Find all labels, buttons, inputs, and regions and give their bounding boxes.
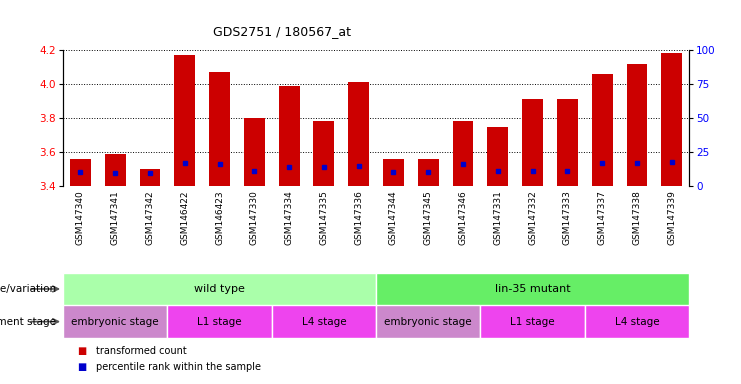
- Bar: [104, 154, 125, 186]
- Text: L4 stage: L4 stage: [614, 316, 659, 327]
- Text: GSM147339: GSM147339: [667, 190, 677, 245]
- Bar: [585, 305, 689, 338]
- Bar: [376, 305, 480, 338]
- Bar: [272, 305, 376, 338]
- Bar: [167, 305, 272, 338]
- Text: embryonic stage: embryonic stage: [71, 316, 159, 327]
- Text: GSM147346: GSM147346: [459, 190, 468, 245]
- Text: percentile rank within the sample: percentile rank within the sample: [96, 362, 262, 372]
- Bar: [626, 63, 648, 186]
- Text: GSM147330: GSM147330: [250, 190, 259, 245]
- Text: L4 stage: L4 stage: [302, 316, 346, 327]
- Text: ■: ■: [78, 346, 90, 356]
- Text: GSM147345: GSM147345: [424, 190, 433, 245]
- Bar: [348, 82, 369, 186]
- Bar: [174, 55, 195, 186]
- Text: L1 stage: L1 stage: [197, 316, 242, 327]
- Text: GSM147334: GSM147334: [285, 190, 293, 245]
- Text: GSM147336: GSM147336: [354, 190, 363, 245]
- Bar: [383, 159, 404, 186]
- Bar: [480, 305, 585, 338]
- Bar: [592, 74, 613, 186]
- Text: GSM147333: GSM147333: [563, 190, 572, 245]
- Text: GSM147337: GSM147337: [598, 190, 607, 245]
- Text: GSM147344: GSM147344: [389, 190, 398, 245]
- Bar: [661, 53, 682, 186]
- Text: ■: ■: [78, 362, 90, 372]
- Text: wild type: wild type: [194, 284, 245, 294]
- Bar: [209, 72, 230, 186]
- Bar: [244, 118, 265, 186]
- Bar: [70, 159, 91, 186]
- Text: GSM147331: GSM147331: [494, 190, 502, 245]
- Bar: [488, 127, 508, 186]
- Text: GSM147342: GSM147342: [145, 190, 154, 245]
- Text: GSM146423: GSM146423: [215, 190, 224, 245]
- Bar: [557, 99, 578, 186]
- Bar: [418, 159, 439, 186]
- Bar: [313, 121, 334, 186]
- Bar: [279, 86, 299, 186]
- Text: development stage: development stage: [0, 316, 59, 327]
- Bar: [453, 121, 473, 186]
- Text: genotype/variation: genotype/variation: [0, 284, 59, 294]
- Text: transformed count: transformed count: [96, 346, 187, 356]
- Text: lin-35 mutant: lin-35 mutant: [495, 284, 571, 294]
- Text: GSM146422: GSM146422: [180, 190, 189, 245]
- Bar: [522, 99, 543, 186]
- Bar: [63, 305, 167, 338]
- Text: GSM147338: GSM147338: [633, 190, 642, 245]
- Text: embryonic stage: embryonic stage: [385, 316, 472, 327]
- Text: L1 stage: L1 stage: [511, 316, 555, 327]
- Text: GDS2751 / 180567_at: GDS2751 / 180567_at: [213, 25, 350, 38]
- Text: GSM147332: GSM147332: [528, 190, 537, 245]
- Bar: [376, 273, 689, 305]
- Bar: [139, 169, 160, 186]
- Text: GSM147335: GSM147335: [319, 190, 328, 245]
- Bar: [63, 273, 376, 305]
- Text: GSM147340: GSM147340: [76, 190, 85, 245]
- Text: GSM147341: GSM147341: [110, 190, 119, 245]
